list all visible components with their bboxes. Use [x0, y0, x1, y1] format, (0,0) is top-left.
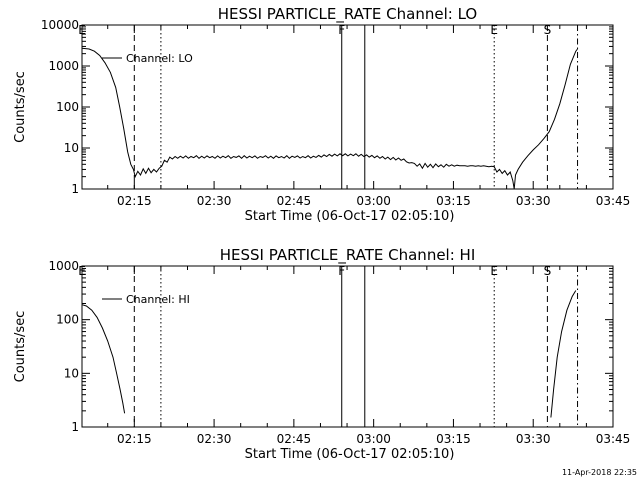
y-tick-label: 100 [56, 100, 79, 114]
x-tick-label: 03:15 [436, 432, 471, 446]
panel-lo: HESSI PARTICLE_RATE Channel: LO 02:15 02:3… [13, 5, 630, 224]
y-tick-label: 1 [71, 182, 79, 196]
x-tick-label: 03:30 [516, 194, 551, 208]
x-tick-label: 02:15 [117, 194, 152, 208]
plot-frame [81, 24, 614, 190]
y-tick-label: 10000 [41, 18, 79, 32]
plot-frame [81, 265, 614, 428]
marker-label: S [544, 23, 552, 37]
y-tick-label: 100 [56, 313, 79, 327]
x-tick-label: 02:45 [277, 432, 312, 446]
marker-label: E [490, 264, 498, 278]
x-axis-label: Start Time (06-Oct-17 02:05:10) [245, 209, 455, 224]
legend-label: Channel: HI [126, 293, 190, 306]
x-tick-label: 02:15 [117, 432, 152, 446]
series-line [550, 290, 577, 418]
marker-label: S [544, 264, 552, 278]
marker-label: E [78, 264, 86, 278]
y-tick-label: 10 [64, 366, 79, 380]
x-tick-label: 03:30 [516, 432, 551, 446]
x-tick-label: 03:15 [436, 194, 471, 208]
marker-label: F [338, 23, 345, 37]
y-tick-label: 1000 [48, 259, 79, 273]
series-line [81, 47, 578, 190]
x-tick-label: 03:45 [596, 194, 631, 208]
x-tick-label: 03:45 [596, 432, 631, 446]
marker-label: E [78, 23, 86, 37]
y-axis-label: Counts/sec [13, 311, 28, 383]
series-line [81, 304, 126, 414]
chart-title: HESSI PARTICLE_RATE Channel: LO [218, 5, 477, 24]
x-tick-label: 02:45 [277, 194, 312, 208]
y-axis-label: Counts/sec [13, 71, 28, 143]
marker-label: F [338, 264, 345, 278]
legend-label: Channel: LO [126, 52, 193, 65]
x-axis-label: Start Time (06-Oct-17 02:05:10) [245, 447, 455, 462]
chart-title: HESSI PARTICLE_RATE Channel: HI [220, 246, 476, 265]
footer-timestamp: 11-Apr-2018 22:35 [562, 468, 637, 477]
y-tick-label: 1 [71, 420, 79, 434]
x-tick-label: 02:30 [197, 432, 232, 446]
panel-hi: HESSI PARTICLE_RATE Channel: HI 02:15 02:3… [13, 246, 630, 462]
marker-label: E [490, 23, 498, 37]
x-tick-label: 03:00 [356, 432, 391, 446]
x-tick-label: 02:30 [197, 194, 232, 208]
y-tick-label: 1000 [48, 59, 79, 73]
y-tick-label: 10 [64, 141, 79, 155]
x-tick-label: 03:00 [356, 194, 391, 208]
